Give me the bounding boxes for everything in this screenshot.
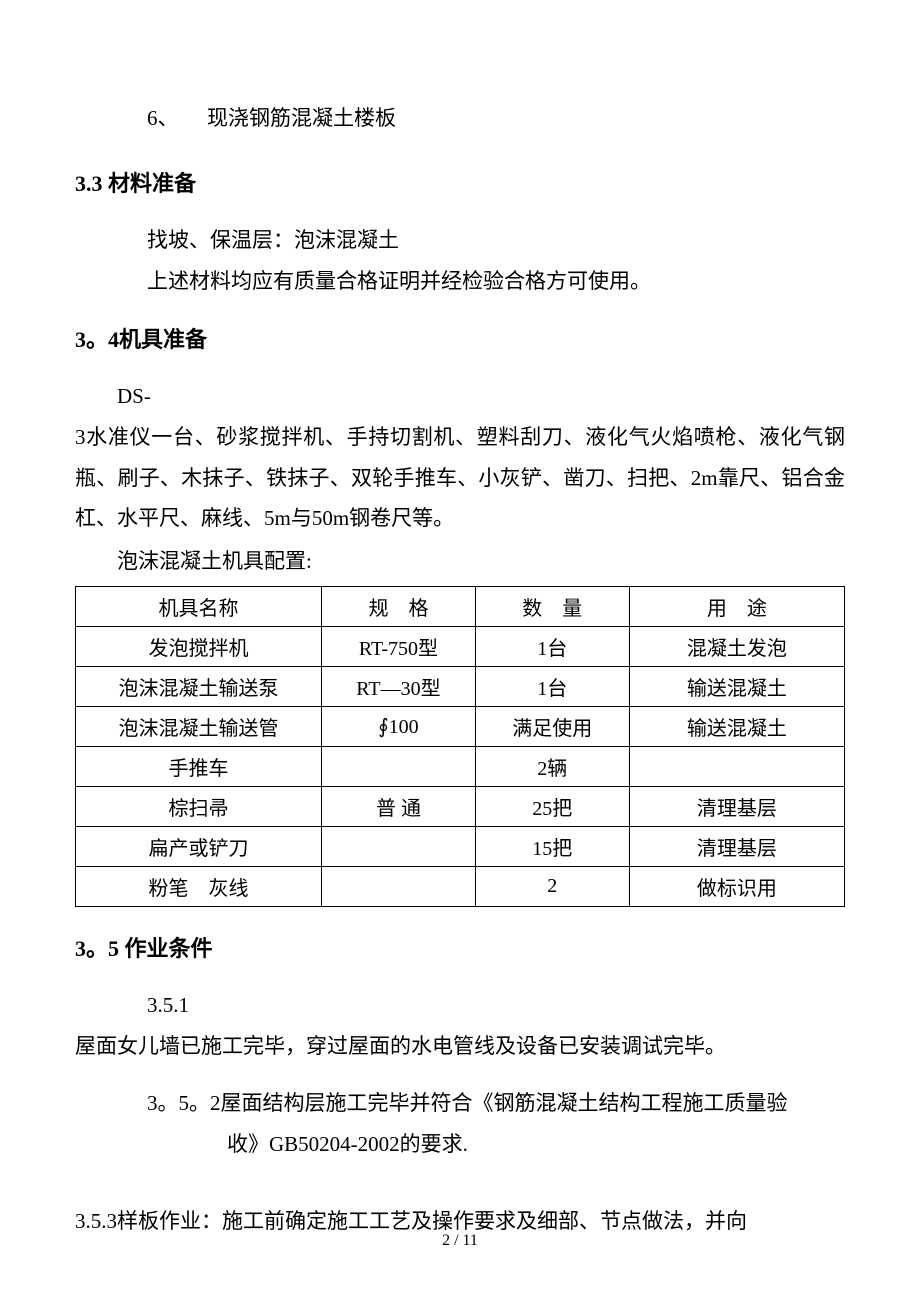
table-header-use: 用 途 xyxy=(629,587,844,627)
section-3-3-line1: 找坡、保温层：泡沫混凝土 xyxy=(75,220,845,261)
table-cell: 2辆 xyxy=(475,747,629,787)
table-cell: 输送混凝土 xyxy=(629,707,844,747)
table-header-row: 机具名称 规 格 数 量 用 途 xyxy=(76,587,845,627)
item-3-5-2-line2: 收》GB50204-2002的要求. xyxy=(75,1124,845,1165)
heading-3-5: 3。5 作业条件 xyxy=(75,931,845,963)
item-3-5-2-line1: 3。5。2屋面结构层施工完毕并符合《钢筋混凝土结构工程施工质量验 xyxy=(75,1083,845,1124)
table-cell: 满足使用 xyxy=(475,707,629,747)
table-cell: 25把 xyxy=(475,787,629,827)
table-header-name: 机具名称 xyxy=(76,587,322,627)
table-cell: 2 xyxy=(475,867,629,907)
table-cell: 做标识用 xyxy=(629,867,844,907)
table-row: 棕扫帚 普 通 25把 清理基层 xyxy=(76,787,845,827)
table-cell: 1台 xyxy=(475,667,629,707)
section-3-4-intro-prefix: DS- xyxy=(75,376,845,417)
table-row: 发泡搅拌机 RT-750型 1台 混凝土发泡 xyxy=(76,627,845,667)
section-3-3-line2: 上述材料均应有质量合格证明并经检验合格方可使用。 xyxy=(75,261,845,302)
table-cell: 混凝土发泡 xyxy=(629,627,844,667)
table-row: 扁产或铲刀 15把 清理基层 xyxy=(76,827,845,867)
table-cell: 清理基层 xyxy=(629,827,844,867)
table-cell xyxy=(629,747,844,787)
table-row: 泡沫混凝土输送管 ∮100 满足使用 输送混凝土 xyxy=(76,707,845,747)
table-cell: 15把 xyxy=(475,827,629,867)
table-cell: RT-750型 xyxy=(322,627,476,667)
table-cell: 普 通 xyxy=(322,787,476,827)
table-cell: 发泡搅拌机 xyxy=(76,627,322,667)
table-cell: 泡沫混凝土输送管 xyxy=(76,707,322,747)
table-cell: 扁产或铲刀 xyxy=(76,827,322,867)
table-header-qty: 数 量 xyxy=(475,587,629,627)
table-cell: 泡沫混凝土输送泵 xyxy=(76,667,322,707)
table-header-spec: 规 格 xyxy=(322,587,476,627)
list-item-6-text: 现浇钢筋混凝土楼板 xyxy=(207,106,396,130)
table-cell xyxy=(322,867,476,907)
section-3-4-intro-body: 3水准仪一台、砂浆搅拌机、手持切割机、塑料刮刀、液化气火焰喷枪、液化气钢瓶、刷子… xyxy=(75,417,845,540)
table-cell: 清理基层 xyxy=(629,787,844,827)
table-cell: 棕扫帚 xyxy=(76,787,322,827)
table-cell: 1台 xyxy=(475,627,629,667)
table-row: 粉笔 灰线 2 做标识用 xyxy=(76,867,845,907)
list-item-6: 6、 现浇钢筋混凝土楼板 xyxy=(75,100,845,138)
table-row: 泡沫混凝土输送泵 RT—30型 1台 输送混凝土 xyxy=(76,667,845,707)
table-cell: 输送混凝土 xyxy=(629,667,844,707)
item-3-5-1-text: 屋面女儿墙已施工完毕，穿过屋面的水电管线及设备已安装调试完毕。 xyxy=(75,1026,845,1067)
table-cell: ∮100 xyxy=(322,707,476,747)
heading-3-3: 3.3 材料准备 xyxy=(75,166,845,198)
table-cell: 粉笔 灰线 xyxy=(76,867,322,907)
table-caption: 泡沫混凝土机具配置: xyxy=(75,541,845,582)
table-cell xyxy=(322,827,476,867)
table-row: 手推车 2辆 xyxy=(76,747,845,787)
page-number: 2 / 11 xyxy=(0,1232,920,1250)
item-3-5-1-number: 3.5.1 xyxy=(75,985,845,1026)
equipment-table: 机具名称 规 格 数 量 用 途 发泡搅拌机 RT-750型 1台 混凝土发泡 … xyxy=(75,586,845,907)
table-cell: RT—30型 xyxy=(322,667,476,707)
table-cell: 手推车 xyxy=(76,747,322,787)
heading-3-4: 3。4机具准备 xyxy=(75,322,845,354)
table-cell xyxy=(322,747,476,787)
list-item-6-number: 6、 xyxy=(147,106,179,130)
